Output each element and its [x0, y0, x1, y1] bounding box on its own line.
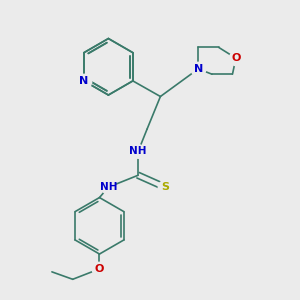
Text: N: N	[79, 76, 88, 86]
Text: N: N	[194, 64, 203, 74]
Text: S: S	[161, 182, 169, 192]
Text: NH: NH	[129, 146, 147, 157]
Text: O: O	[95, 264, 104, 274]
Text: NH: NH	[100, 182, 117, 192]
Text: O: O	[231, 53, 241, 63]
